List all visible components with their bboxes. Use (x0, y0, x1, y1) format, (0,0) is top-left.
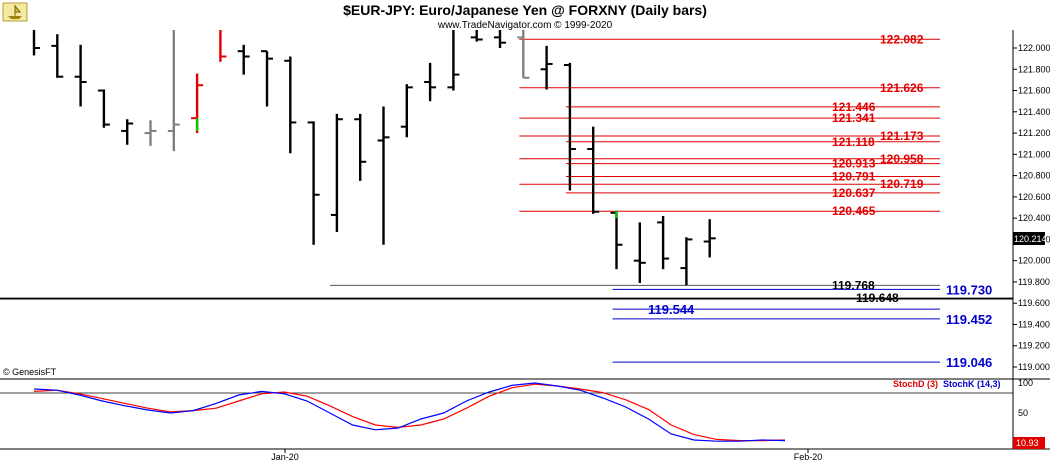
price-tick-label: 122.000 (1018, 43, 1050, 53)
ohlc-bar (32, 30, 40, 56)
black-level-label: 119.648 (856, 291, 899, 305)
red-level-label: 121.626 (880, 81, 924, 95)
blue-level-label: 119.452 (946, 312, 992, 327)
chart-subtitle: www.TradeNavigator.com © 1999-2020 (437, 20, 613, 31)
blue-level-label: 119.544 (648, 302, 695, 317)
red-level-label: 121.446 (832, 100, 876, 114)
stoch-k-line (33, 382, 786, 442)
ohlc-bar (470, 30, 483, 42)
ohlc-bar (284, 56, 297, 154)
ohlc-bar (237, 44, 250, 75)
stoch-d-line (33, 383, 786, 442)
ohlc-bar (680, 237, 693, 286)
copyright-label: © GenesisFT (3, 367, 57, 377)
ohlc-bar (703, 219, 716, 258)
red-level-label: 120.465 (832, 204, 876, 218)
price-tick-label: 119.600 (1018, 298, 1050, 308)
red-level-label: 120.791 (832, 170, 876, 184)
stoch-tick-label: 50 (1018, 408, 1028, 418)
price-tick-label: 119.200 (1018, 341, 1050, 351)
price-tick-label: 119.400 (1018, 319, 1050, 329)
ohlc-bar (97, 89, 110, 128)
ohlc-bar (167, 30, 180, 152)
blue-level-label: 119.046 (946, 355, 992, 370)
ohlc-bar (633, 222, 646, 283)
ohlc-bar (587, 126, 600, 214)
red-level-label: 120.719 (880, 177, 924, 191)
price-tick-label: 121.800 (1018, 64, 1050, 74)
ohlc-bar (330, 113, 343, 232)
ohlc-bar (354, 113, 367, 181)
price-tick-label: 121.200 (1018, 128, 1050, 138)
stoch-last-label: 10.93 (1016, 438, 1039, 448)
price-axis: 122.000 121.800 121.600 121.400 121.200 121.0… (1013, 43, 1050, 372)
red-level-label: 121.341 (832, 111, 876, 125)
ohlc-bar (51, 34, 64, 78)
price-tick-label: 121.600 (1018, 86, 1050, 96)
ohlc-bar (540, 45, 553, 90)
price-tick-label: 121.000 (1018, 149, 1050, 159)
blue-level-label: 119.730 (946, 282, 992, 297)
price-tick-label: 120.000 (1018, 256, 1050, 266)
ohlc-bar (74, 44, 87, 107)
chart-title: $EUR-JPY: Euro/Japanese Yen @ FORXNY (Da… (343, 2, 707, 18)
stoch-d-legend: StochD (3) (893, 379, 938, 389)
ohlc-bar (610, 210, 623, 270)
price-tick-label: 120.800 (1018, 171, 1050, 181)
ohlc-bar (657, 216, 670, 270)
red-level-label: 120.637 (832, 186, 876, 200)
ohlc-bar (121, 119, 134, 145)
stoch-k-legend: StochK (14,3) (943, 379, 1001, 389)
stoch-tick-label: 100 (1018, 378, 1033, 388)
ohlc-bar (494, 30, 506, 48)
ohlc-bar (377, 106, 390, 245)
last-price-label: 120.214 (1014, 234, 1047, 244)
ohlc-bar (219, 30, 227, 62)
last-price-box (1013, 232, 1045, 245)
ohlc-bar (307, 121, 320, 245)
price-tick-label: 120.400 (1018, 213, 1050, 223)
red-level-label: 121.118 (832, 135, 875, 149)
logo-ship-icon (2, 2, 28, 22)
red-level-label: 121.173 (880, 129, 924, 143)
ohlc-bar (563, 62, 576, 191)
x-tick-label: Feb-20 (794, 452, 823, 462)
black-level-label: 119.768 (832, 278, 875, 292)
time-axis: Jan-20 Feb-20 (271, 449, 822, 462)
price-tick-label: 119.800 (1018, 277, 1050, 287)
ohlc-bar (261, 50, 273, 107)
stochastic-panel: 100500 (33, 378, 1033, 448)
ohlc-bar (447, 30, 460, 91)
price-tick-label: 120.600 (1018, 192, 1050, 202)
price-tick-label: 121.400 (1018, 107, 1050, 117)
stoch-last-box (1013, 437, 1045, 449)
price-tick-label: 119.000 (1018, 362, 1050, 372)
red-level-label: 122.082 (880, 32, 924, 46)
red-level-label: 120.958 (880, 152, 924, 166)
ohlc-bar (400, 84, 413, 138)
x-tick-label: Jan-20 (271, 452, 299, 462)
red-level-label: 120.913 (832, 157, 876, 171)
ohlc-bar (517, 30, 530, 79)
ohlc-bar (144, 120, 157, 146)
price-bars (32, 30, 716, 286)
ohlc-bar (424, 62, 437, 102)
